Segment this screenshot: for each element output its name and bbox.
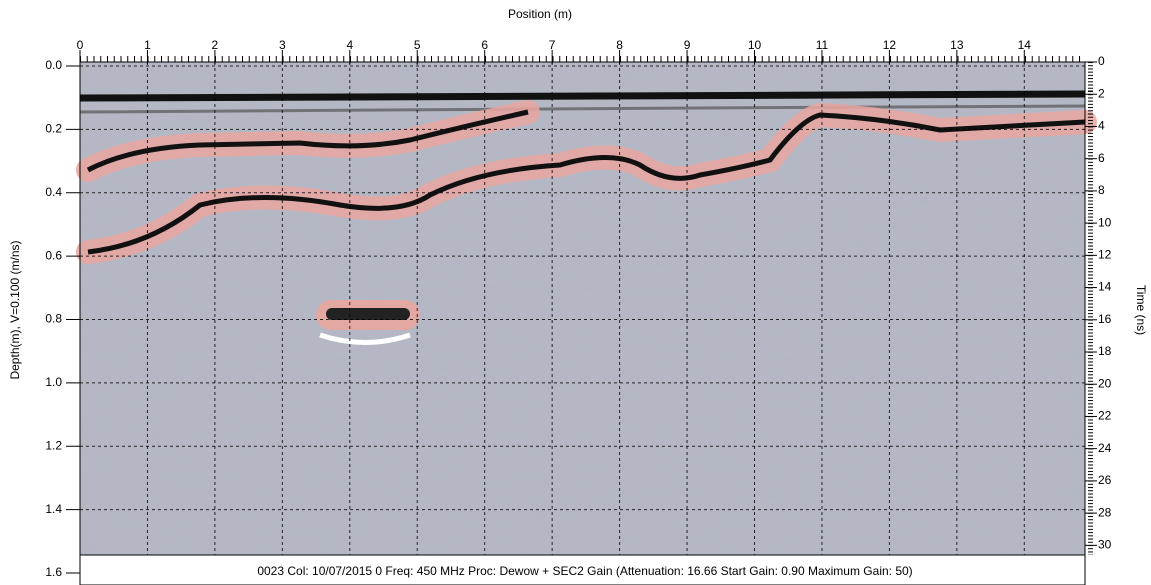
y-tick-label: 1.4 — [45, 502, 62, 516]
plot-image — [76, 62, 1097, 555]
y-tick-label: 0.8 — [45, 312, 62, 326]
target-hyperbola — [319, 332, 411, 345]
y2-tick-label: 4 — [1098, 119, 1105, 133]
footer-text: 0023 Col: 10/07/2015 0 Freq: 450 MHz Pro… — [257, 564, 912, 578]
minor-ticks — [80, 56, 1085, 64]
x-tick-label: 1 — [144, 38, 151, 52]
x-tick-label: 13 — [950, 38, 964, 52]
target-reflection — [326, 308, 410, 320]
y2-tick-label: 6 — [1098, 151, 1105, 165]
y2-tick-label: 0 — [1098, 54, 1105, 68]
y2-tick-label: 26 — [1098, 473, 1112, 487]
y2-tick-label: 20 — [1098, 376, 1112, 390]
x-tick-label: 4 — [346, 38, 353, 52]
x-tick-label: 3 — [279, 38, 286, 52]
y-tick-label: 1.2 — [45, 438, 62, 452]
y-tick-label: 1.0 — [45, 375, 62, 389]
y-tick-label: 0.2 — [45, 122, 62, 136]
y2-tick-label: 30 — [1098, 538, 1112, 552]
y2-tick-label: 22 — [1098, 409, 1112, 423]
minor-ticks — [1085, 62, 1093, 555]
y2-tick-label: 12 — [1098, 248, 1112, 262]
x-tick-label: 10 — [748, 38, 762, 52]
x-tick-label: 5 — [414, 38, 421, 52]
footer-box — [79, 554, 1086, 585]
y-axis-title: Depth(m), V=0.100 (m/ns) — [8, 240, 22, 379]
direct-wave — [79, 90, 1086, 102]
y2-tick-label: 2 — [1098, 86, 1105, 100]
y2-tick-label: 16 — [1098, 312, 1112, 326]
x-tick-label: 12 — [883, 38, 897, 52]
x-tick-label: 0 — [77, 38, 84, 52]
y-tick-label: 1.6 — [45, 565, 62, 579]
y2-tick-label: 28 — [1098, 505, 1112, 519]
x-tick-label: 11 — [816, 38, 829, 52]
x-tick-label: 14 — [1018, 38, 1032, 52]
x-axis-title: Position (m) — [508, 7, 572, 21]
y2-axis-title: Time (ns) — [1134, 285, 1148, 335]
y2-tick-label: 8 — [1098, 183, 1105, 197]
x-tick-label: 2 — [212, 38, 219, 52]
x-tick-label: 9 — [684, 38, 691, 52]
y2-tick-label: 10 — [1098, 215, 1112, 229]
y2-tick-label: 14 — [1098, 280, 1112, 294]
x-tick-label: 8 — [616, 38, 623, 52]
y2-tick-label: 18 — [1098, 344, 1112, 358]
axes: 0 1 2 3 4 5 6 7 8 9 10 11 12 13 140.00.20.40.60.81.01.… — [45, 38, 1111, 579]
reflector — [87, 112, 1086, 255]
y-tick-label: 0.6 — [45, 248, 62, 262]
y2-tick-label: 24 — [1098, 441, 1112, 455]
y-tick-label: 0.0 — [45, 58, 62, 72]
y-tick-label: 0.4 — [45, 185, 62, 199]
reflector — [86, 109, 529, 173]
x-tick-label: 7 — [549, 38, 556, 52]
x-tick-label: 6 — [481, 38, 488, 52]
